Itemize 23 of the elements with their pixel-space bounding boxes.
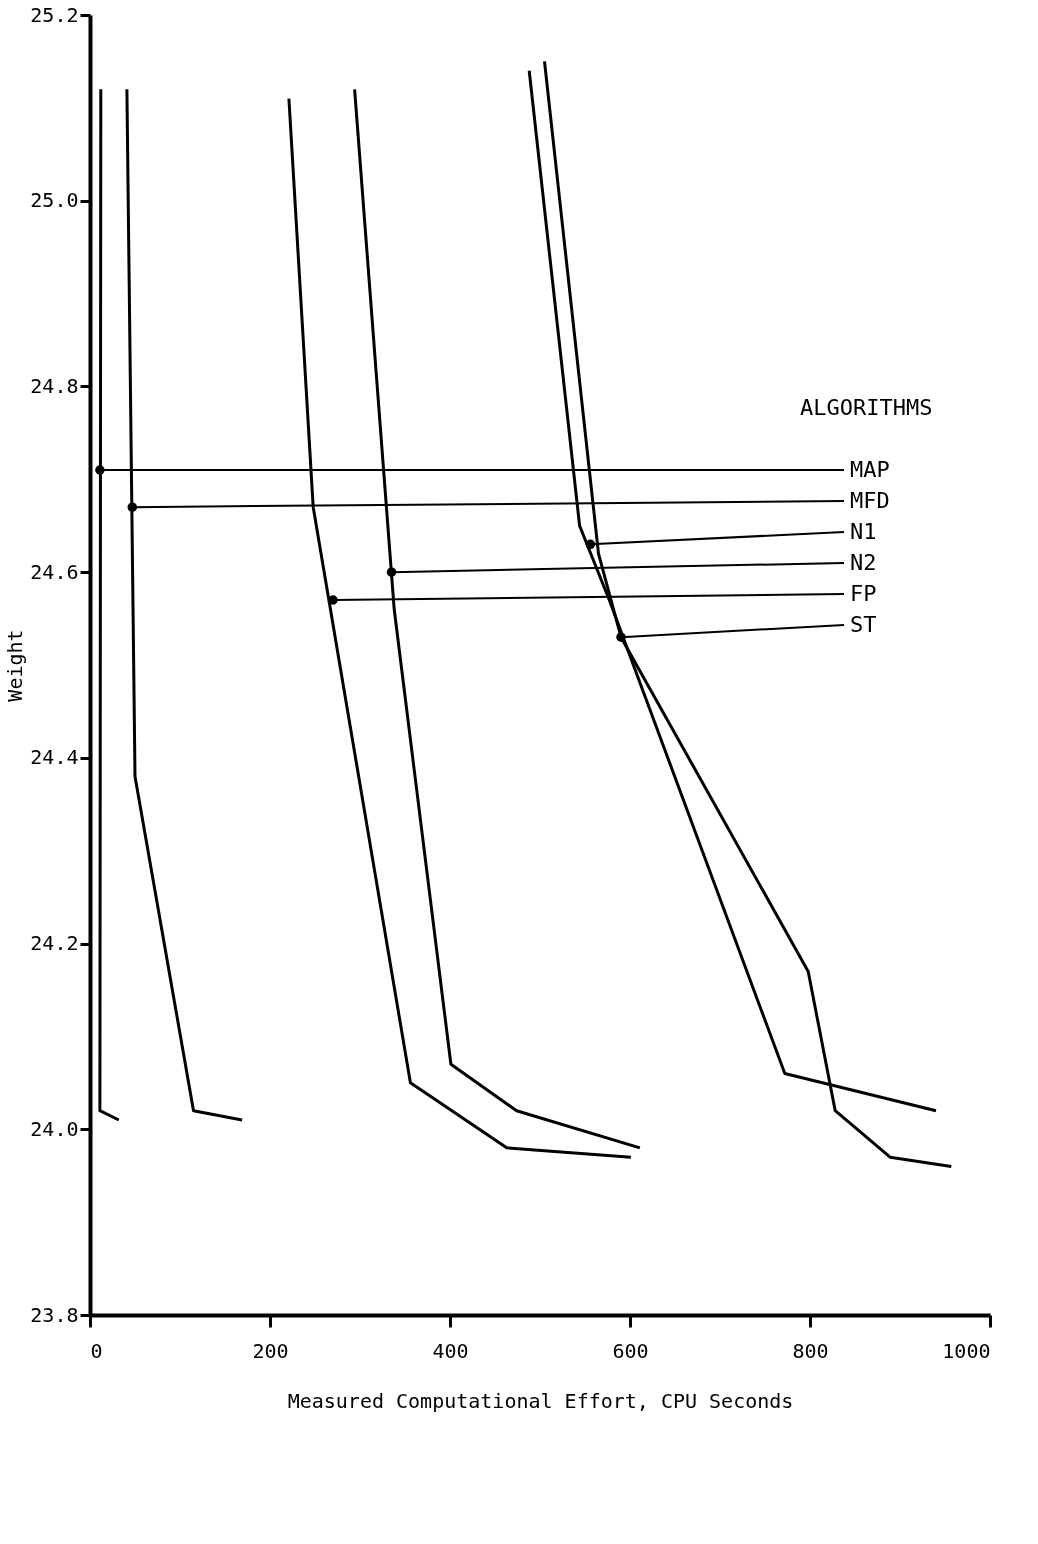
annotation: MFD [850,488,890,513]
y-tick-label: 24.0 [30,1116,79,1141]
legend-title: ALGORITHMS [800,395,933,420]
y-tick-label: 23.8 [30,1302,79,1327]
annotation: ST [850,612,877,637]
y-tick-label: 24.8 [30,373,79,398]
x-tick-label: 1000 [942,1338,991,1363]
annotation: FP [850,581,877,606]
x-axis-title: Measured Computational Effort, CPU Seconds [287,1388,794,1413]
annotation: MAP [850,457,890,482]
y-tick-label: 25.0 [30,188,79,213]
y-axis-title: Weight [3,629,28,702]
y-tick-label: 25.2 [30,2,79,27]
x-tick-label: 0 [90,1338,103,1363]
annotation: N1 [850,519,877,544]
x-tick-label: 600 [612,1338,649,1363]
x-tick-label: 800 [792,1338,829,1363]
annotation: N2 [850,550,877,575]
y-tick-label: 24.2 [30,931,79,956]
x-tick-label: 400 [432,1338,469,1363]
x-tick-label: 200 [252,1338,289,1363]
y-tick-label: 24.4 [30,745,79,770]
y-tick-label: 24.6 [30,559,79,584]
